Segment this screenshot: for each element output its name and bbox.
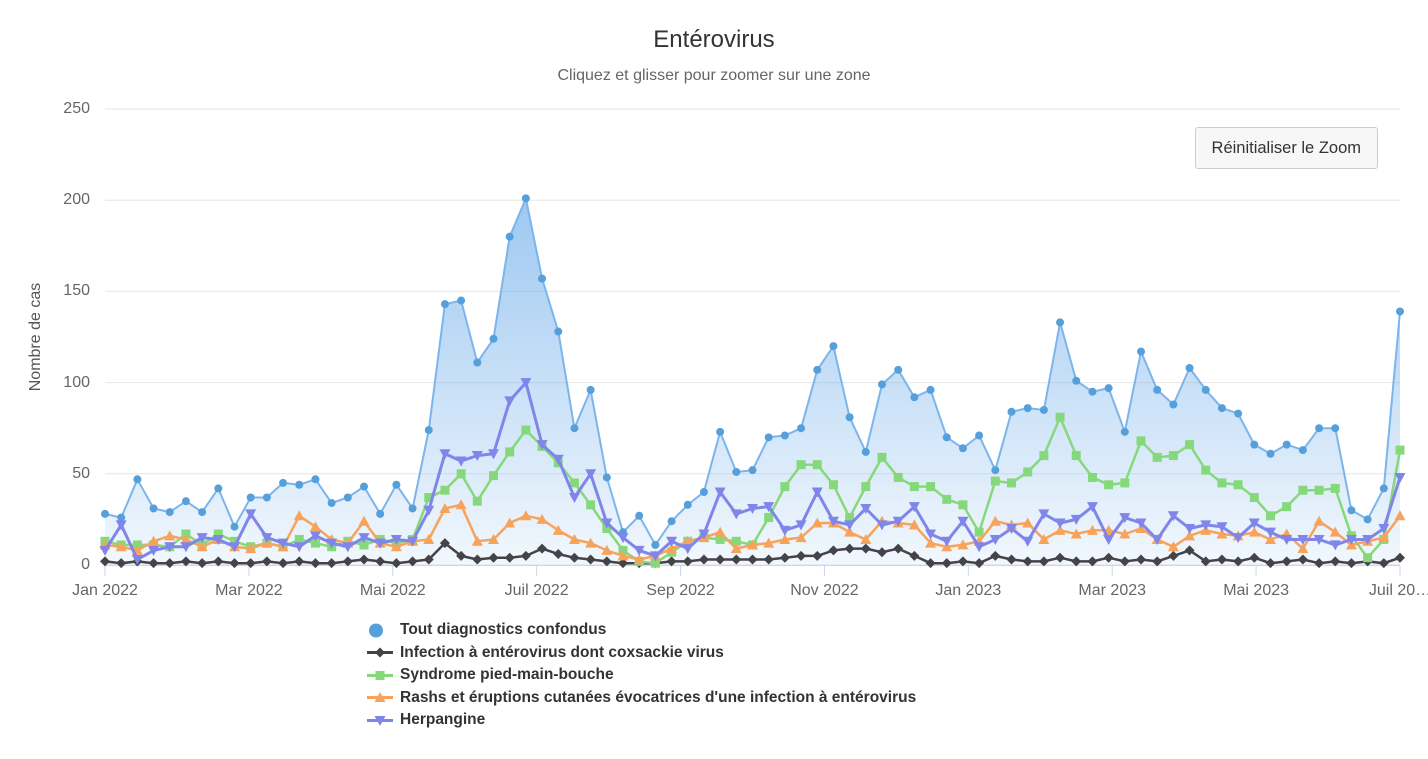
x-tick-label-0: Jan 2022 [72, 582, 138, 599]
square-icon [367, 670, 393, 680]
y-tick-label-0: 0 [81, 556, 90, 573]
y-tick-label-100: 100 [63, 373, 90, 391]
legend-item-rashs-eruptions-cutanees[interactable]: Rashs et éruptions cutanées évocatrices … [366, 688, 917, 707]
chart-subtitle: Cliquez et glisser pour zoomer sur une z… [557, 67, 871, 84]
y-tick-label-50: 50 [72, 464, 90, 482]
series-herpangine [99, 378, 1406, 566]
series-tout-diagnostics-confondus [101, 194, 1404, 565]
x-tick-label-3: Juil 2022 [504, 582, 569, 599]
x-tick-label-6: Jan 2023 [935, 582, 1002, 599]
markers-herpangine [99, 378, 1406, 566]
legend-item-tout-diagnostics-confondus[interactable]: Tout diagnostics confondus [366, 621, 916, 639]
legend-item-infection-enterovirus-coxsackie[interactable]: Infection à entérovirus dont coxsackie v… [366, 643, 916, 662]
markers-tout-diagnostics-confondus [101, 194, 1404, 549]
diamond-icon [367, 647, 393, 658]
x-tick-label-9: Juil 20… [1368, 582, 1428, 599]
y-tick-label-200: 200 [63, 191, 90, 209]
legend: Tout diagnostics confondus Infection à en… [366, 621, 917, 735]
area-fill-tout-diagnostics-confondus [105, 198, 1400, 565]
circle-icon [369, 623, 383, 638]
x-tick-label-8: Mai 2023 [1223, 582, 1290, 599]
legend-label: Herpangine [400, 711, 486, 729]
y-tick-label-250: 250 [63, 100, 90, 117]
reset-zoom-button[interactable]: Réinitialiser le Zoom [1194, 127, 1378, 169]
triangle-down-icon [367, 715, 393, 726]
plot-area[interactable] [0, 0, 1428, 600]
legend-label: Tout diagnostics confondus [400, 621, 607, 639]
chart-title: Entérovirus [653, 26, 775, 53]
x-tick-label-1: Mar 2022 [215, 582, 283, 599]
legend-label: Infection à entérovirus dont coxsackie v… [400, 643, 724, 661]
legend-label: Syndrome pied-main-bouche [400, 666, 614, 684]
x-tick-label-4: Sep 2022 [646, 582, 715, 599]
x-tick-label-7: Mar 2023 [1078, 582, 1147, 599]
x-tick-label-5: Nov 2022 [790, 582, 859, 599]
legend-item-syndrome-pied-main-bouche[interactable]: Syndrome pied-main-bouche [366, 666, 916, 684]
legend-item-herpangine[interactable]: Herpangine [366, 711, 916, 729]
y-tick-label-150: 150 [63, 282, 90, 300]
triangle-icon [367, 692, 393, 703]
x-tick-label-2: Mai 2022 [359, 582, 426, 599]
legend-label: Rashs et éruptions cutanées évocatrices … [400, 688, 917, 706]
